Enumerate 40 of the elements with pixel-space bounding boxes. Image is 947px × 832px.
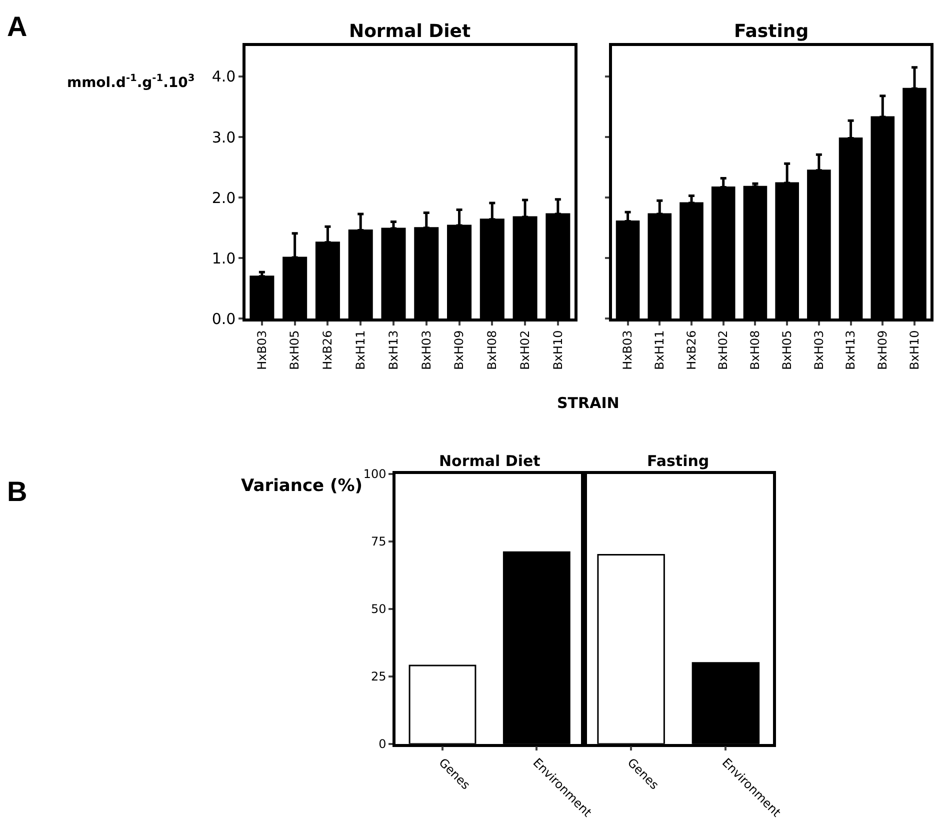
- x-tick-label: BxH08: [748, 330, 762, 370]
- x-tick-label: BxH11: [652, 330, 667, 370]
- x-tick-label: HxB03: [254, 330, 269, 370]
- x-tick-label: BxH03: [812, 330, 826, 370]
- x-tick-label: HxB26: [320, 330, 335, 370]
- x-tick-label: BxH10: [907, 330, 922, 370]
- bar: [743, 186, 768, 319]
- chart-title: Fasting: [647, 452, 710, 470]
- chart-title: Normal Diet: [439, 452, 540, 470]
- chart-title: Normal Diet: [349, 21, 471, 42]
- y-axis-title: mmol.d$^{-1}$.g$^{-1}$.10$^{3}$: [67, 73, 195, 91]
- x-tick-label: BxH13: [386, 330, 400, 370]
- x-tick-label: BxH10: [550, 330, 565, 370]
- x-tick-label: HxB03: [620, 330, 635, 370]
- y-tick-label: 100: [363, 466, 386, 481]
- y-tick-label: 1.0: [212, 249, 236, 268]
- x-tick-label: BxH05: [780, 330, 794, 370]
- y-tick-label: 0.0: [212, 310, 236, 328]
- x-tick-label: BxH09: [876, 330, 890, 370]
- y-tick-label: 4.0: [212, 68, 236, 86]
- x-tick-label: BxH05: [288, 330, 302, 370]
- y-tick-label: 50: [370, 602, 386, 616]
- y-tick-label: 25: [370, 670, 386, 684]
- y-tick-label: 3.0: [212, 128, 236, 146]
- x-axis-title: STRAIN: [557, 394, 620, 412]
- x-tick-label: BxH02: [716, 330, 730, 370]
- text: A: [7, 11, 28, 42]
- x-tick-label: BxH13: [844, 330, 858, 370]
- text: B: [7, 476, 28, 507]
- y-tick-label: 75: [370, 534, 386, 548]
- x-tick-label: BxH03: [419, 330, 434, 370]
- chart-title: Fasting: [734, 21, 809, 42]
- x-tick-label: BxH09: [452, 330, 466, 370]
- x-tick-label: BxH02: [518, 330, 532, 370]
- y-tick-label: 0: [378, 737, 386, 752]
- y-axis-title: Variance (%): [241, 476, 363, 496]
- x-tick-label: BxH11: [354, 330, 368, 370]
- x-tick-label: HxB26: [684, 330, 698, 370]
- y-tick-label: 2.0: [212, 188, 236, 207]
- x-tick-label: BxH08: [485, 330, 500, 370]
